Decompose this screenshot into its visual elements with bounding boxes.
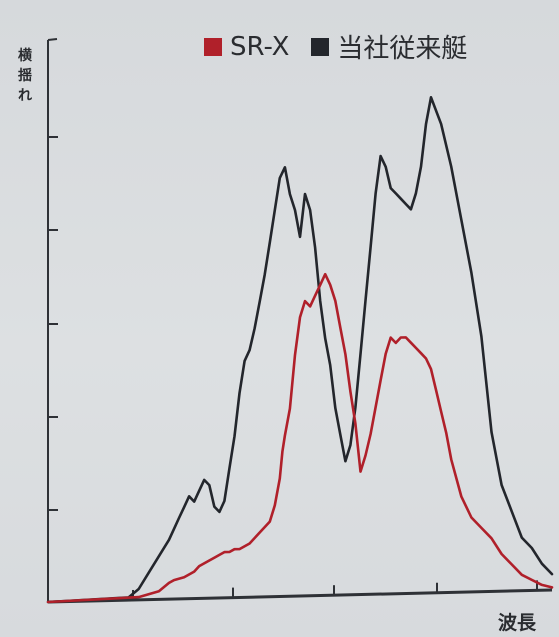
legend: SR-X 当社従来艇	[204, 28, 489, 65]
legend-item-conventional: 当社従来艇	[311, 28, 467, 65]
series-line-conventional	[46, 96, 554, 604]
legend-label-conventional: 当社従来艇	[337, 34, 468, 64]
legend-swatch-sr-x	[204, 37, 222, 56]
legend-label-sr-x: SR-X	[230, 31, 290, 62]
legend-item-sr-x: SR-X	[204, 32, 289, 62]
series-line-sr-x	[46, 272, 554, 604]
x-axis-line	[47, 588, 553, 604]
series-lines	[46, 96, 554, 604]
y-axis-cap	[47, 38, 58, 41]
x-axis-label: 波長	[498, 612, 537, 634]
legend-swatch-conventional	[311, 37, 330, 56]
y-axis-label: 横揺れ	[18, 48, 32, 104]
